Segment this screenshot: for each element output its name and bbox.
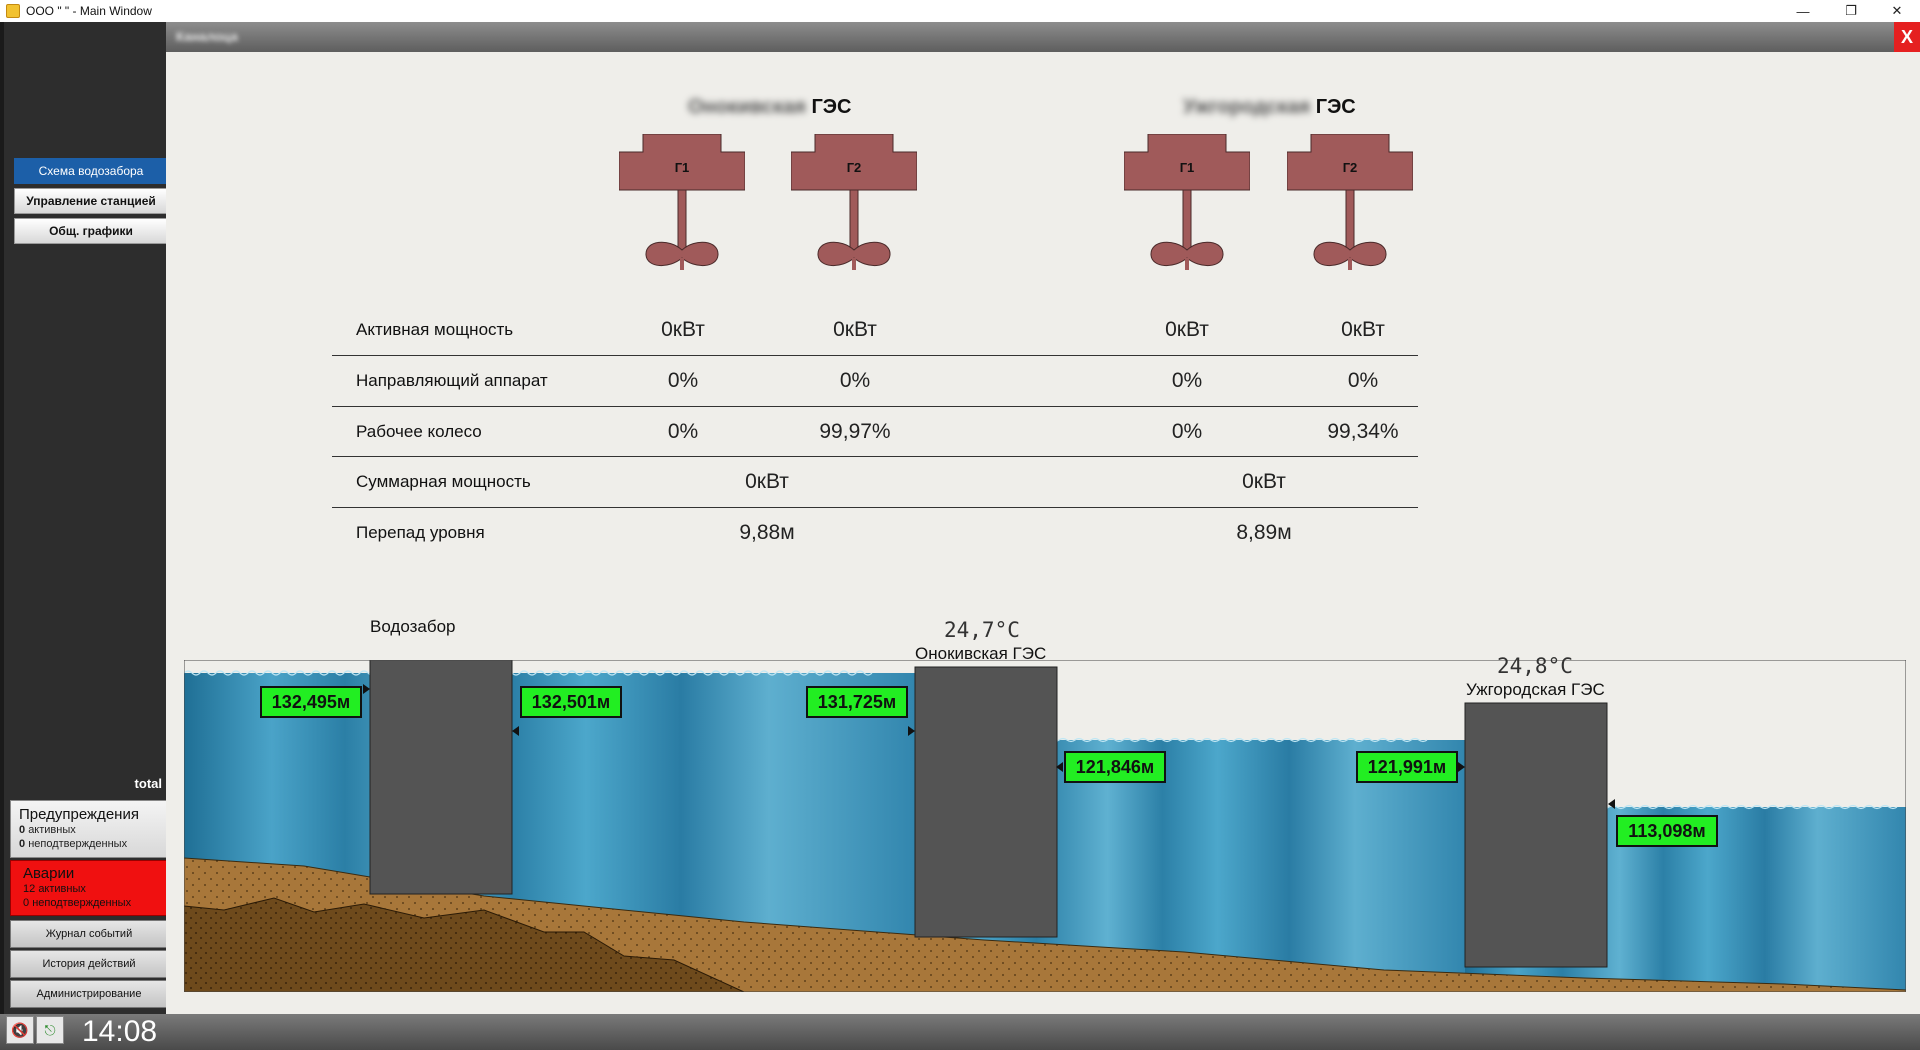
- panel-close-button[interactable]: X: [1894, 22, 1920, 52]
- total-label: total: [134, 776, 162, 791]
- st2-g1-guide-vane: 0%: [1171, 369, 1203, 392]
- turbine-icon: [618, 133, 746, 270]
- bottom-bar: [0, 1014, 1920, 1050]
- st2-total-power: 0кВт: [1242, 470, 1286, 493]
- warnings-panel[interactable]: Предупреждения 0 активных 0 неподтвержде…: [10, 800, 168, 858]
- turbine-st2-g2[interactable]: Г2: [1286, 133, 1414, 284]
- alarms-unack-label: неподтвержденных: [32, 897, 132, 909]
- station1-name-hidden: Онокивская: [688, 96, 806, 118]
- alarms-active-count: 12: [23, 883, 36, 895]
- level-intake-upstream: 132,495м: [260, 686, 362, 718]
- station2-scheme-label: Ужгородская ГЭС: [1466, 680, 1605, 699]
- station1-title: Онокивская ГЭС: [688, 96, 851, 119]
- st2-g2-runner: 99,34%: [1327, 420, 1399, 443]
- arrow-right-icon: [908, 726, 915, 736]
- st1-g2-active-power: 0кВт: [833, 318, 877, 341]
- warnings-active-count: 0: [19, 824, 26, 836]
- st1-head: 9,88м: [739, 521, 795, 544]
- label-total-power: Суммарная мощность: [356, 472, 531, 491]
- event-log-button[interactable]: Журнал событий: [10, 920, 168, 948]
- warnings-unack-count: 0: [19, 838, 26, 850]
- turbine-st1-g1[interactable]: Г1: [618, 133, 746, 284]
- st1-total-power: 0кВт: [745, 470, 789, 493]
- action-history-button[interactable]: История действий: [10, 950, 168, 978]
- window-titlebar: ООО " " - Main Window — ❐ ✕: [0, 0, 1920, 22]
- st1-g1-guide-vane: 0%: [667, 369, 699, 392]
- arrow-left-icon: [1608, 799, 1615, 809]
- nav-water-intake-scheme[interactable]: Схема водозабора: [14, 158, 168, 184]
- arrow-left-icon: [1056, 762, 1063, 772]
- st1-g2-guide-vane: 0%: [839, 369, 871, 392]
- label-head: Перепад уровня: [356, 523, 485, 542]
- st1-g2-runner: 99,97%: [819, 420, 891, 443]
- window-title: ООО " " - Main Window: [26, 4, 152, 18]
- generator-label: Г2: [1342, 160, 1358, 175]
- warnings-active-label: активных: [28, 824, 76, 836]
- alarms-title: Аварии: [23, 865, 75, 882]
- minimize-button[interactable]: —: [1796, 3, 1810, 19]
- st2-g2-guide-vane: 0%: [1347, 369, 1379, 392]
- st1-g1-runner: 0%: [667, 420, 699, 443]
- turbine-icon: [790, 133, 918, 270]
- generator-label: Г2: [846, 160, 862, 175]
- station2-name-hidden: Ужгородская: [1183, 96, 1311, 118]
- st2-g1-runner: 0%: [1171, 420, 1203, 443]
- level-station1-downstream: 121,846м: [1064, 751, 1166, 783]
- level-station2-downstream: 113,098м: [1616, 815, 1718, 847]
- st2-g2-active-power: 0кВт: [1341, 318, 1385, 341]
- table-divider: [332, 507, 1418, 508]
- turbine-icon: [1123, 133, 1251, 270]
- warnings-title: Предупреждения: [19, 806, 139, 823]
- nav-general-charts[interactable]: Общ. графики: [14, 218, 168, 244]
- panel-title: Каналоца: [176, 29, 238, 44]
- station1-scheme-label: Онокивская ГЭС: [915, 644, 1047, 663]
- level-station1-upstream: 131,725м: [806, 686, 908, 718]
- deep-soil: [184, 897, 745, 992]
- st1-g1-active-power: 0кВт: [661, 318, 705, 341]
- alarms-active-label: активных: [38, 883, 86, 895]
- arrow-right-icon: [1458, 762, 1465, 772]
- table-divider: [332, 355, 1418, 356]
- sidebar: Схема водозабора Управление станцией Общ…: [0, 22, 168, 1014]
- table-divider: [332, 406, 1418, 407]
- station1-suffix: ГЭС: [811, 96, 852, 118]
- level-intake-downstream: 132,501м: [520, 686, 622, 718]
- label-active-power: Активная мощность: [356, 320, 514, 339]
- generator-label: Г1: [674, 160, 690, 175]
- level-station2-upstream: 121,991м: [1356, 751, 1458, 783]
- st2-head: 8,89м: [1236, 521, 1292, 544]
- panel-header: Каналоца: [166, 22, 1920, 52]
- turbine-icon: [1286, 133, 1414, 270]
- administration-button[interactable]: Администрирование: [10, 980, 168, 1008]
- table-divider: [332, 456, 1418, 457]
- clock: 14:08: [82, 1015, 158, 1048]
- intake-dam: [369, 660, 513, 895]
- mute-speaker-icon[interactable]: 🔇: [6, 1016, 34, 1044]
- generator-label: Г1: [1179, 160, 1195, 175]
- station2-suffix: ГЭС: [1315, 96, 1356, 118]
- station1-dam: [914, 666, 1058, 938]
- station2-dam: [1464, 702, 1608, 968]
- water-scheme: [184, 660, 1906, 992]
- turbine-st1-g2[interactable]: Г2: [790, 133, 918, 284]
- intake-label: Водозабор: [370, 617, 456, 636]
- alarms-unack-count: 0: [23, 897, 30, 909]
- st2-g1-active-power: 0кВт: [1165, 318, 1209, 341]
- alarms-panel[interactable]: Аварии 12 активных 0 неподтвержденных: [10, 860, 168, 916]
- close-window-button[interactable]: ✕: [1891, 3, 1903, 18]
- station2-temperature: 24,8°C: [1497, 654, 1573, 678]
- nav-station-control[interactable]: Управление станцией: [14, 188, 168, 214]
- turbine-st2-g1[interactable]: Г1: [1123, 133, 1251, 284]
- app-icon: [6, 4, 20, 18]
- arrow-right-icon: [363, 684, 370, 694]
- maximize-button[interactable]: ❐: [1845, 3, 1857, 18]
- warnings-unack-label: неподтвержденных: [28, 838, 128, 850]
- station2-title: Ужгородская ГЭС: [1183, 96, 1356, 119]
- arrow-left-icon: [512, 726, 519, 736]
- station1-temperature: 24,7°C: [944, 618, 1020, 642]
- exit-door-icon[interactable]: ⎋: [36, 1016, 64, 1044]
- label-runner: Рабочее колесо: [356, 422, 482, 441]
- label-guide-vane: Направляющий аппарат: [356, 371, 548, 390]
